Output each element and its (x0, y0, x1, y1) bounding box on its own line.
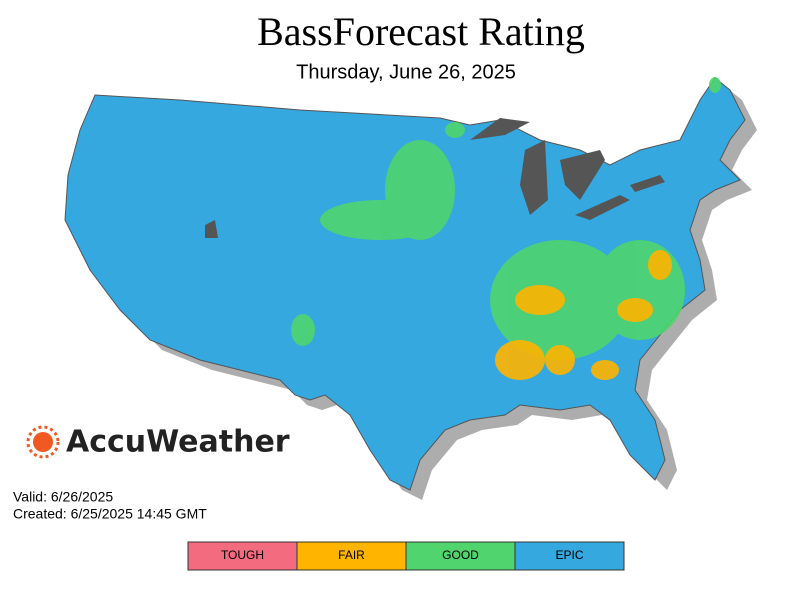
legend-swatch (405, 541, 516, 571)
good-area (320, 200, 440, 240)
created-date: Created: 6/25/2025 14:45 GMT (13, 506, 207, 522)
brand-name: AccuWeather (66, 425, 290, 460)
title: BassForecast Rating (257, 9, 585, 54)
great-lakes (205, 118, 665, 238)
us-map (64, 77, 757, 500)
fair-area (545, 345, 575, 375)
good-area (291, 314, 315, 346)
legend-label: FAIR (338, 548, 365, 562)
subtitle: Thursday, June 26, 2025 (296, 61, 516, 83)
good-area (595, 240, 685, 340)
good-areas (291, 77, 721, 360)
fair-area (648, 250, 672, 280)
legend-label: TOUGH (221, 548, 264, 562)
fair-area (515, 285, 565, 315)
fair-area (495, 340, 545, 380)
legend-label: EPIC (555, 548, 583, 562)
fair-area (617, 298, 653, 322)
fair-areas (495, 250, 672, 380)
good-area (445, 122, 465, 138)
legend-label: GOOD (442, 548, 479, 562)
legend-swatch (514, 541, 625, 571)
good-area (709, 77, 721, 93)
legend-swatch (187, 541, 298, 571)
legend: TOUGH FAIR GOOD EPIC (187, 541, 625, 571)
legend-swatch (296, 541, 407, 571)
fair-area (591, 360, 619, 380)
valid-date: Valid: 6/26/2025 (13, 489, 113, 505)
brand-logo: AccuWeather (26, 425, 290, 460)
